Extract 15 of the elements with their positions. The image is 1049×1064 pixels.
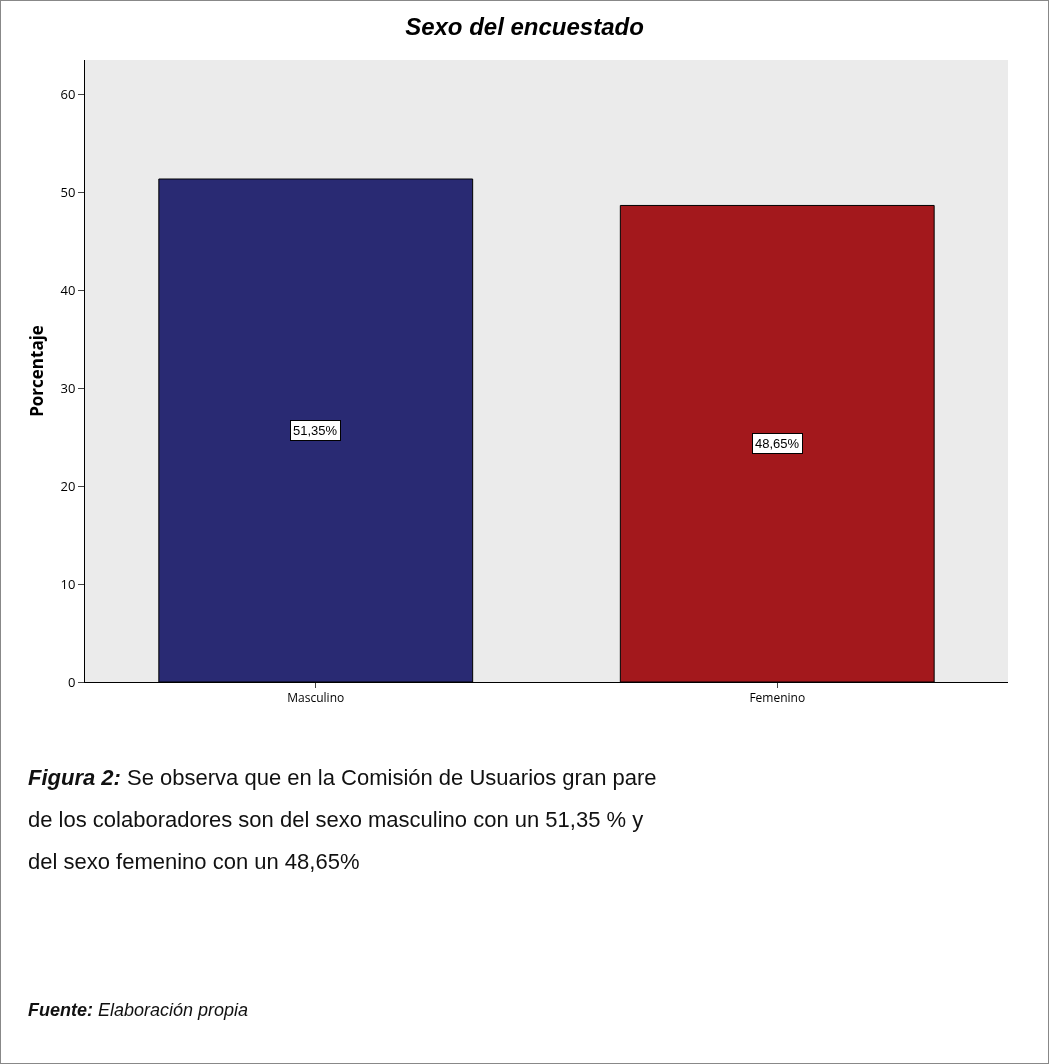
y-tick-label: 0: [67, 672, 76, 691]
y-tick-label: 40: [60, 280, 76, 299]
data-label: 48,65%: [755, 436, 800, 451]
data-label: 51,35%: [293, 423, 338, 438]
y-axis-title: Porcentaje: [25, 325, 49, 417]
y-tick-label: 20: [60, 476, 76, 495]
source-note: Fuente: Elaboración propia: [28, 1000, 250, 1021]
y-tick-label: 30: [60, 378, 76, 397]
text: Figura 2: Se observa que en la Comisión de Usuarios gran pare de los colaboradores son del sexo masculino con un 51,35 % y del sexo femenino con un 48,65%: [28, 764, 658, 876]
y-tick-label: 60: [60, 84, 76, 103]
chart-title: Sexo del encuestado: [405, 12, 644, 40]
x-tick-label: Femenino: [749, 689, 806, 707]
x-tick-label: Masculino: [287, 689, 345, 707]
y-tick-label: 50: [60, 182, 76, 201]
y-tick-label: 10: [60, 574, 76, 593]
